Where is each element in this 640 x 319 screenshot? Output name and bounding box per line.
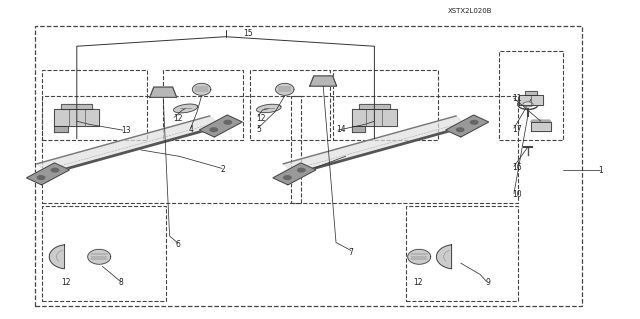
Text: 3: 3 bbox=[291, 174, 296, 183]
Polygon shape bbox=[150, 87, 177, 97]
Polygon shape bbox=[193, 83, 211, 95]
Polygon shape bbox=[310, 76, 337, 86]
Text: 4: 4 bbox=[189, 125, 194, 134]
Text: 1: 1 bbox=[598, 166, 603, 175]
Text: 15: 15 bbox=[243, 29, 253, 38]
Text: XSTX2L020B: XSTX2L020B bbox=[448, 8, 493, 14]
Polygon shape bbox=[531, 120, 551, 122]
Text: 14: 14 bbox=[336, 125, 346, 134]
Text: 10: 10 bbox=[512, 190, 522, 199]
Text: 12: 12 bbox=[413, 278, 422, 287]
Text: 11: 11 bbox=[512, 94, 522, 103]
Bar bbox=[250, 70, 330, 140]
Polygon shape bbox=[199, 115, 243, 137]
Polygon shape bbox=[173, 104, 198, 113]
Polygon shape bbox=[310, 76, 337, 86]
Polygon shape bbox=[408, 249, 431, 264]
Bar bbox=[42, 70, 147, 140]
Polygon shape bbox=[273, 163, 316, 185]
Polygon shape bbox=[26, 163, 70, 185]
Polygon shape bbox=[352, 126, 365, 132]
Circle shape bbox=[210, 128, 218, 131]
Text: 12: 12 bbox=[173, 114, 182, 122]
Bar bbox=[42, 96, 301, 203]
Bar bbox=[499, 51, 563, 140]
Circle shape bbox=[37, 176, 45, 179]
Text: 9: 9 bbox=[485, 278, 490, 287]
Text: 12: 12 bbox=[256, 114, 266, 122]
Text: 13: 13 bbox=[122, 126, 131, 135]
Circle shape bbox=[523, 102, 533, 107]
Polygon shape bbox=[54, 109, 99, 126]
Polygon shape bbox=[54, 126, 68, 132]
Polygon shape bbox=[61, 104, 92, 109]
Polygon shape bbox=[531, 122, 551, 131]
Polygon shape bbox=[359, 104, 390, 109]
Text: 6: 6 bbox=[176, 240, 181, 249]
Bar bbox=[406, 206, 518, 301]
Text: 17: 17 bbox=[512, 125, 522, 134]
Bar bbox=[42, 206, 166, 301]
Circle shape bbox=[224, 121, 232, 124]
Text: 16: 16 bbox=[512, 163, 522, 172]
Circle shape bbox=[298, 168, 305, 172]
Bar bbox=[333, 70, 438, 140]
Bar bbox=[291, 96, 518, 203]
Circle shape bbox=[470, 121, 478, 124]
Polygon shape bbox=[525, 92, 538, 95]
Polygon shape bbox=[436, 245, 452, 269]
Text: 5: 5 bbox=[256, 125, 261, 134]
Polygon shape bbox=[49, 245, 65, 269]
Polygon shape bbox=[257, 104, 281, 113]
Polygon shape bbox=[352, 109, 397, 126]
Text: 7: 7 bbox=[349, 248, 354, 256]
Circle shape bbox=[456, 128, 464, 131]
Bar bbox=[35, 26, 582, 306]
Polygon shape bbox=[519, 95, 543, 105]
Polygon shape bbox=[37, 116, 221, 174]
Circle shape bbox=[284, 176, 291, 179]
Bar bbox=[163, 70, 243, 140]
Text: 8: 8 bbox=[118, 278, 123, 287]
Polygon shape bbox=[284, 116, 467, 174]
Polygon shape bbox=[445, 115, 489, 137]
Circle shape bbox=[51, 168, 59, 172]
Text: 2: 2 bbox=[221, 165, 225, 174]
Text: 12: 12 bbox=[61, 278, 70, 287]
Polygon shape bbox=[150, 87, 177, 97]
Polygon shape bbox=[276, 83, 294, 95]
Polygon shape bbox=[88, 249, 111, 264]
